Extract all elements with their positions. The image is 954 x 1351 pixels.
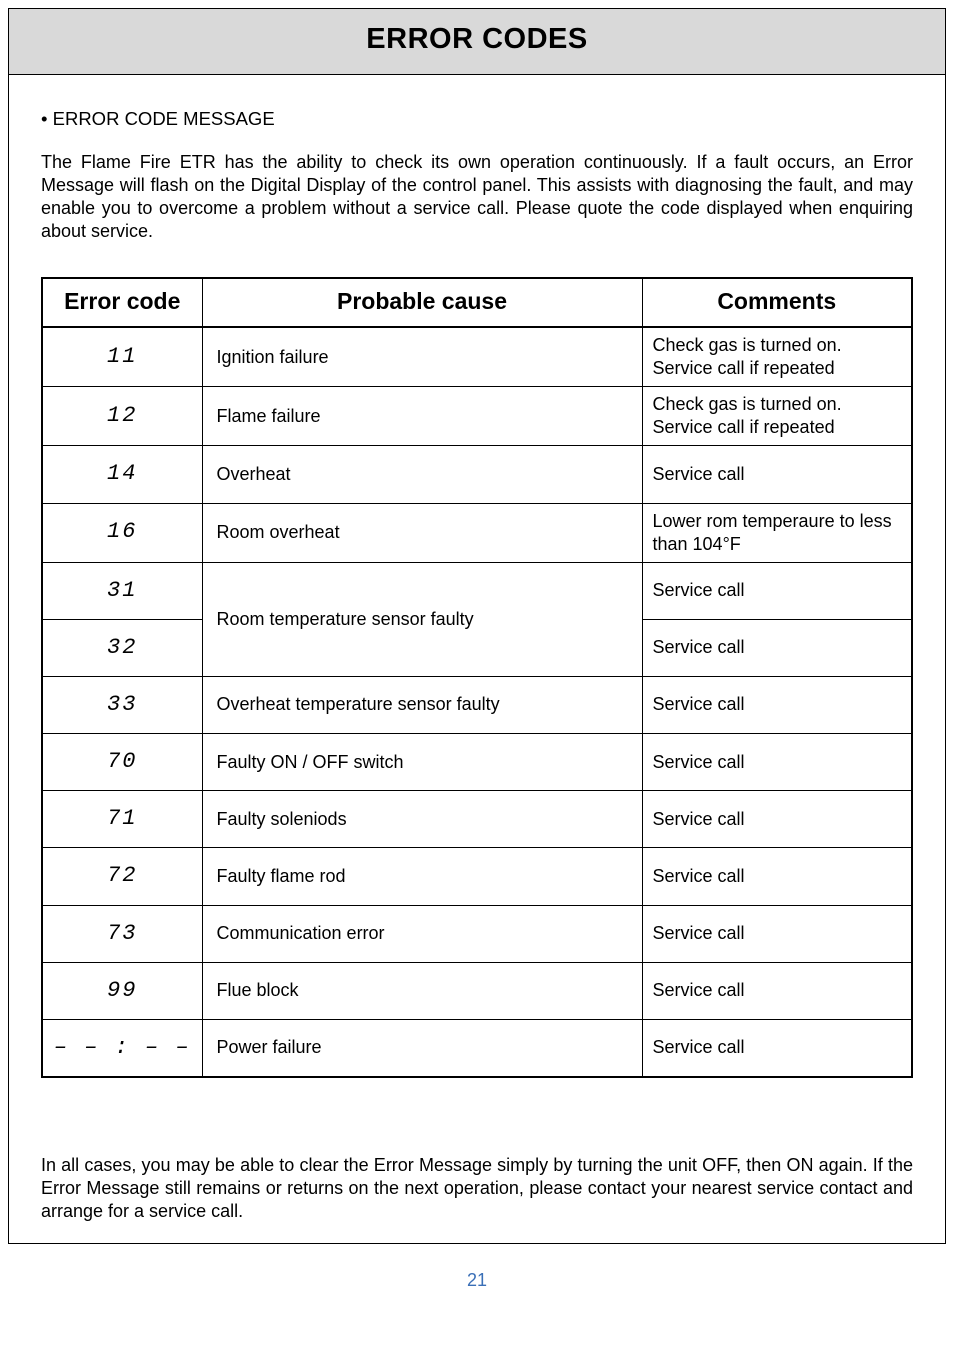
error-code-cell: 12	[42, 387, 202, 446]
probable-cause-cell: Flue block	[202, 962, 642, 1019]
probable-cause-cell: Room temperature sensor faulty	[202, 562, 642, 676]
content-area: • ERROR CODE MESSAGE The Flame Fire ETR …	[9, 75, 945, 1243]
comments-cell: Service call	[642, 562, 912, 619]
error-code-cell: 31	[42, 562, 202, 619]
probable-cause-cell: Overheat	[202, 446, 642, 503]
probable-cause-cell: Faulty soleniods	[202, 791, 642, 848]
error-code-cell: 72	[42, 848, 202, 905]
title-band: ERROR CODES	[9, 9, 945, 75]
comments-cell: Service call	[642, 676, 912, 733]
comments-cell: Service call	[642, 791, 912, 848]
error-code-cell: 99	[42, 962, 202, 1019]
error-code-table: Error code Probable cause Comments 11Ign…	[41, 277, 913, 1078]
error-code-cell: 32	[42, 619, 202, 676]
table-row: 33Overheat temperature sensor faultyServ…	[42, 676, 912, 733]
error-code-cell: 16	[42, 503, 202, 562]
error-code-cell: 73	[42, 905, 202, 962]
table-row: 73Communication errorService call	[42, 905, 912, 962]
comments-cell: Service call	[642, 962, 912, 1019]
error-code-cell: 70	[42, 734, 202, 791]
section-heading: • ERROR CODE MESSAGE	[41, 107, 913, 131]
probable-cause-cell: Ignition failure	[202, 327, 642, 387]
comments-cell: Check gas is turned on. Service call if …	[642, 387, 912, 446]
error-code-cell: 11	[42, 327, 202, 387]
table-row: 11Ignition failureCheck gas is turned on…	[42, 327, 912, 387]
comments-cell: Service call	[642, 619, 912, 676]
table-row: 72Faulty flame rodService call	[42, 848, 912, 905]
probable-cause-cell: Faulty flame rod	[202, 848, 642, 905]
header-error-code: Error code	[42, 278, 202, 327]
comments-cell: Service call	[642, 446, 912, 503]
table-body: 11Ignition failureCheck gas is turned on…	[42, 327, 912, 1077]
intro-paragraph: The Flame Fire ETR has the ability to ch…	[41, 151, 913, 243]
comments-cell: Lower rom temperaure to less than 104°F	[642, 503, 912, 562]
error-code-cell: 71	[42, 791, 202, 848]
comments-cell: Service call	[642, 848, 912, 905]
comments-cell: Service call	[642, 905, 912, 962]
probable-cause-cell: Power failure	[202, 1019, 642, 1077]
comments-cell: Check gas is turned on. Service call if …	[642, 327, 912, 387]
page-title: ERROR CODES	[9, 23, 945, 56]
page-frame: ERROR CODES • ERROR CODE MESSAGE The Fla…	[8, 8, 946, 1244]
outro-paragraph: In all cases, you may be able to clear t…	[41, 1154, 913, 1223]
header-comments: Comments	[642, 278, 912, 327]
page-number: 21	[8, 1270, 946, 1291]
comments-cell: Service call	[642, 734, 912, 791]
comments-cell: Service call	[642, 1019, 912, 1077]
probable-cause-cell: Faulty ON / OFF switch	[202, 734, 642, 791]
error-code-cell: 14	[42, 446, 202, 503]
table-row: 99Flue blockService call	[42, 962, 912, 1019]
probable-cause-cell: Room overheat	[202, 503, 642, 562]
error-code-cell: – – : – –	[42, 1019, 202, 1077]
table-row: 14OverheatService call	[42, 446, 912, 503]
table-row: 16Room overheatLower rom temperaure to l…	[42, 503, 912, 562]
table-row: 12Flame failureCheck gas is turned on. S…	[42, 387, 912, 446]
probable-cause-cell: Communication error	[202, 905, 642, 962]
table-row: 70Faulty ON / OFF switchService call	[42, 734, 912, 791]
table-row: – – : – –Power failureService call	[42, 1019, 912, 1077]
table-row: 71Faulty soleniodsService call	[42, 791, 912, 848]
probable-cause-cell: Overheat temperature sensor faulty	[202, 676, 642, 733]
probable-cause-cell: Flame failure	[202, 387, 642, 446]
table-header-row: Error code Probable cause Comments	[42, 278, 912, 327]
error-code-cell: 33	[42, 676, 202, 733]
table-row: 31Room temperature sensor faultyService …	[42, 562, 912, 619]
header-probable-cause: Probable cause	[202, 278, 642, 327]
